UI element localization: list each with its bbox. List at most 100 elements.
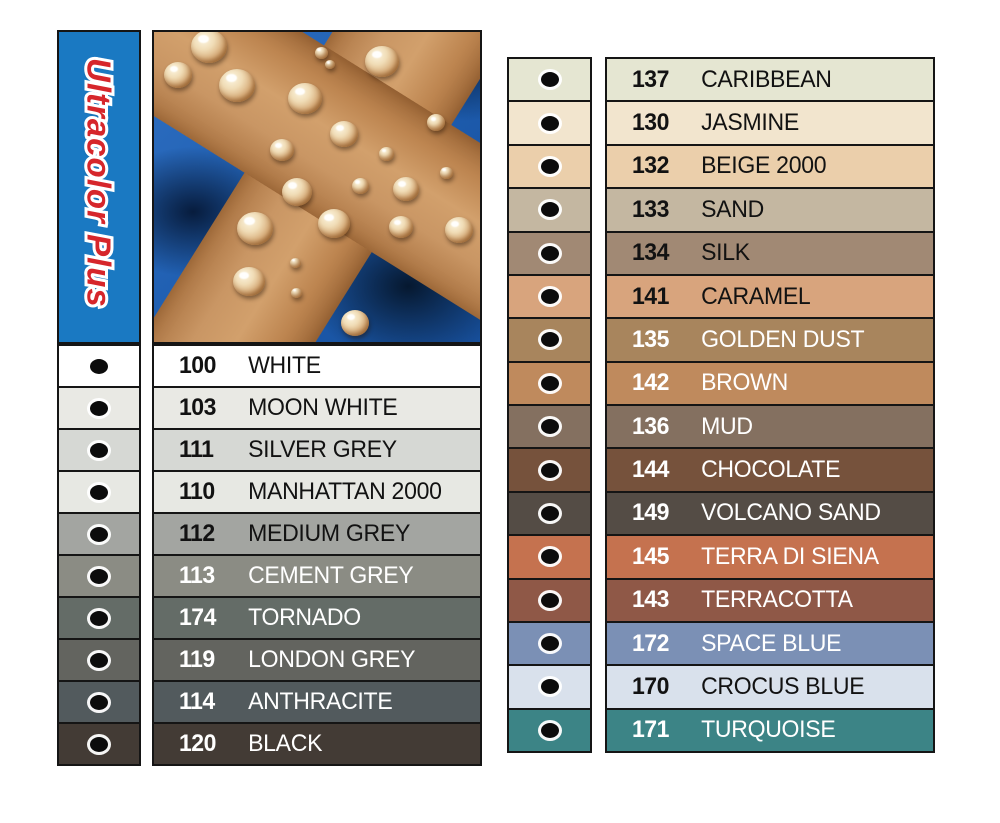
- color-row-103: 103 MOON WHITE: [154, 386, 480, 428]
- color-code: 111: [178, 436, 214, 463]
- color-row-141: 141 CARAMEL: [607, 273, 933, 318]
- color-code: 171: [631, 716, 669, 744]
- color-row-174: 174 TORNADO: [154, 596, 480, 638]
- swatch-cell-113: [59, 554, 139, 596]
- color-row-111: 111 SILVER GREY: [154, 428, 480, 470]
- bullet-dot-icon: [90, 736, 108, 752]
- color-row-143: 143 TERRACOTTA: [607, 577, 933, 621]
- swatch-cell-119: [59, 638, 139, 680]
- bullet-dot-icon: [540, 332, 559, 348]
- swatch-cell-103: [59, 386, 139, 428]
- color-row-142: 142 BROWN: [607, 360, 933, 404]
- bullet-dot-icon: [540, 375, 559, 391]
- bullet-dot-icon: [540, 419, 559, 435]
- water-drop: [427, 114, 445, 131]
- color-row-135: 135 GOLDEN DUST: [607, 317, 933, 361]
- swatch-cell-130: [509, 100, 590, 144]
- water-drop: [389, 216, 413, 238]
- color-name: MANHATTAN 2000: [248, 478, 442, 505]
- swatch-cell-134: [509, 230, 590, 274]
- water-drop: [191, 32, 227, 63]
- water-drop: [393, 177, 419, 201]
- swatch-cell-136: [509, 404, 590, 448]
- color-name: BLACK: [248, 730, 323, 757]
- color-code: 143: [631, 586, 669, 614]
- color-row-133: 133 SAND: [607, 187, 933, 231]
- right-label-column: 137 CARIBBEAN 130 JASMINE 132 BEIGE 2000 133 SA…: [605, 57, 935, 753]
- swatch-cell-112: [59, 512, 139, 554]
- water-drop: [282, 178, 312, 206]
- swatch-cell-174: [59, 596, 139, 638]
- swatch-cell-144: [509, 447, 590, 491]
- water-drop: [351, 177, 369, 194]
- color-row-113: 113 CEMENT GREY: [154, 554, 480, 596]
- color-name: MUD: [701, 412, 753, 440]
- color-row-136: 136 MUD: [607, 404, 933, 448]
- color-name: JASMINE: [701, 109, 799, 137]
- brand-banner-label-text: Ultracolor Plus: [80, 58, 118, 308]
- color-code: 134: [631, 239, 669, 267]
- water-drop: [270, 139, 294, 161]
- color-code: 112: [178, 520, 215, 547]
- color-name: TORNADO: [248, 604, 361, 631]
- water-drop: [378, 146, 394, 161]
- swatch-cell-132: [509, 143, 590, 188]
- bullet-dot-icon: [90, 442, 108, 458]
- swatch-cell-137: [509, 59, 590, 101]
- left-label-column: 100 WHITE 103 MOON WHITE 111 SILVER GREY 110 MA…: [152, 30, 482, 766]
- color-name: SAND: [701, 195, 764, 223]
- bullet-dot-icon: [540, 549, 559, 565]
- bullet-dot-icon: [90, 358, 108, 374]
- color-code: 100: [178, 352, 216, 379]
- color-name: TERRA DI SIENA: [701, 542, 879, 570]
- swatch-cell-149: [509, 490, 590, 535]
- water-drop: [290, 287, 302, 298]
- bullet-dot-icon: [90, 652, 108, 668]
- color-name: CROCUS BLUE: [701, 672, 865, 700]
- swatch-cell-170: [509, 664, 590, 708]
- water-drop: [365, 46, 399, 77]
- color-row-171: 171 TURQUOISE: [607, 707, 933, 751]
- water-drop: [445, 217, 473, 243]
- bullet-dot-icon: [540, 115, 559, 131]
- color-row-130: 130 JASMINE: [607, 100, 933, 144]
- water-drop: [233, 267, 265, 296]
- bullet-dot-icon: [90, 400, 108, 416]
- bullet-dot-icon: [540, 289, 559, 305]
- bullet-dot-icon: [540, 462, 559, 478]
- color-name: TURQUOISE: [701, 716, 836, 744]
- color-code: 135: [631, 325, 669, 353]
- color-row-149: 149 VOLCANO SAND: [607, 490, 933, 535]
- color-code: 172: [631, 629, 669, 657]
- color-code: 149: [631, 499, 669, 527]
- bullet-dot-icon: [540, 505, 559, 521]
- color-row-112: 112 MEDIUM GREY: [154, 512, 480, 554]
- bullet-dot-icon: [90, 610, 108, 626]
- color-name: VOLCANO SAND: [701, 499, 881, 527]
- brand-banner-label-outline: Ultracolor Plus: [78, 55, 121, 311]
- swatch-cell-171: [509, 707, 590, 751]
- swatch-cell-111: [59, 428, 139, 470]
- color-name: BROWN: [701, 369, 788, 397]
- color-name: SILK: [701, 239, 750, 267]
- color-code: 120: [178, 730, 216, 757]
- color-row-119: 119 LONDON GREY: [154, 638, 480, 680]
- color-name: CARAMEL: [701, 282, 811, 310]
- water-drop: [439, 166, 453, 179]
- bullet-dot-icon: [90, 526, 108, 542]
- color-name: SPACE BLUE: [701, 629, 842, 657]
- bullet-dot-icon: [90, 568, 108, 584]
- swatch-cell-110: [59, 470, 139, 512]
- color-name: MEDIUM GREY: [248, 520, 411, 547]
- swatch-cell-142: [509, 360, 590, 404]
- bullet-dot-icon: [540, 679, 559, 695]
- color-row-137: 137 CARIBBEAN: [607, 59, 933, 101]
- color-row-114: 114 ANTHRACITE: [154, 680, 480, 722]
- color-name: SILVER GREY: [248, 436, 397, 463]
- water-drop: [325, 60, 335, 69]
- bullet-dot-icon: [90, 484, 108, 500]
- color-row-110: 110 MANHATTAN 2000: [154, 470, 480, 512]
- color-code: 114: [178, 688, 215, 715]
- color-name: ANTHRACITE: [248, 688, 393, 715]
- bullet-dot-icon: [540, 592, 559, 608]
